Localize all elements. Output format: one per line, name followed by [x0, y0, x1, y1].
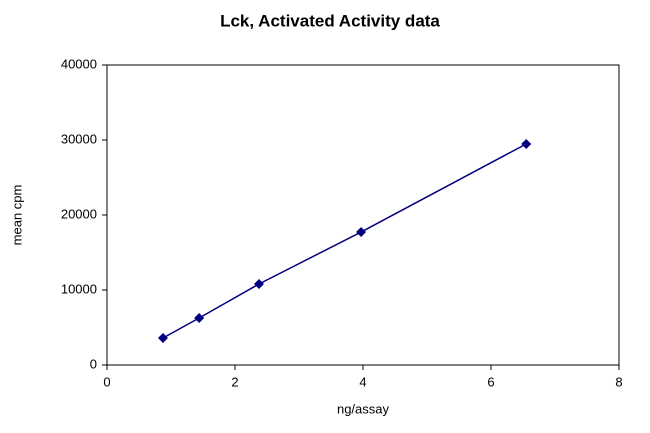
chart-title: Lck, Activated Activity data — [220, 11, 440, 30]
data-point — [254, 279, 264, 289]
x-tick-label: 6 — [487, 374, 494, 389]
y-tick-label: 10000 — [61, 281, 97, 296]
x-tick-label: 4 — [359, 374, 366, 389]
x-tick-label: 8 — [615, 374, 622, 389]
y-tick-label: 20000 — [61, 206, 97, 221]
y-tick-label: 40000 — [61, 56, 97, 71]
plot-area — [106, 64, 620, 366]
x-tick-label: 2 — [231, 374, 238, 389]
data-point — [521, 138, 532, 149]
data-point — [194, 312, 205, 323]
x-axis-label: ng/assay — [337, 401, 390, 416]
y-axis-label: mean cpm — [9, 185, 24, 246]
y-tick-label: 30000 — [61, 131, 97, 146]
data-point — [158, 333, 168, 343]
y-tick-label: 0 — [90, 356, 97, 371]
x-tick-label: 0 — [103, 374, 110, 389]
data-point — [356, 227, 367, 238]
data-line — [162, 143, 527, 339]
